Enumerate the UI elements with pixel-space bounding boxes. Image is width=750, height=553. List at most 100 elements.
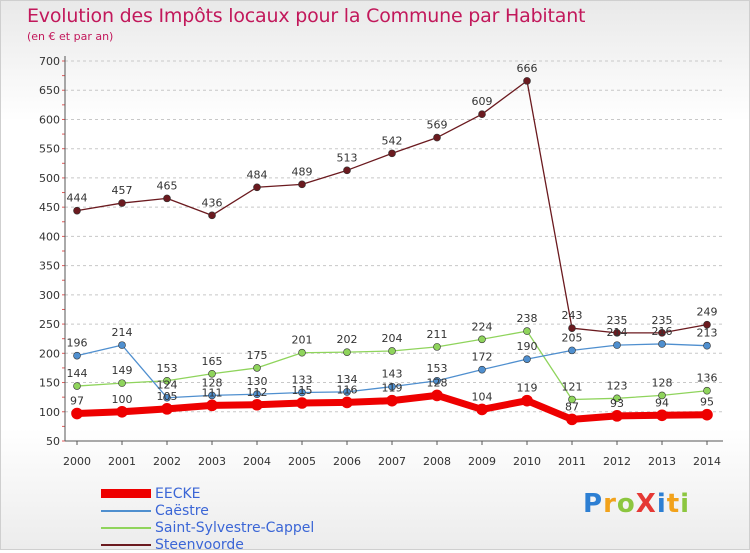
data-label-ca-stre: 213 [697,327,718,340]
data-label-eecke: 100 [112,393,133,406]
data-point-ca-stre [568,346,576,355]
data-point-steenvoorde [433,133,441,142]
data-point-ca-stre [253,390,261,399]
y-tick-label: 500 [39,172,60,185]
data-label-eecke: 95 [700,396,714,409]
x-tick-label: 2006 [333,455,361,468]
data-label-steenvoorde: 513 [337,151,358,164]
legend-label: Caëstre [155,502,209,519]
x-tick-label: 2012 [603,455,631,468]
data-label-ca-stre: 134 [337,373,358,386]
data-point-eecke [431,389,443,402]
data-label-saint-sylvestre-cappel: 136 [697,372,718,385]
data-point-eecke [701,408,713,421]
y-tick-label: 600 [39,113,60,126]
data-point-saint-sylvestre-cappel [613,394,621,403]
legend-swatch [101,509,151,512]
data-label-saint-sylvestre-cappel: 121 [562,380,583,393]
data-label-ca-stre: 190 [517,340,538,353]
logo-letter: t [666,489,681,519]
y-tick-label: 250 [39,318,60,331]
legend-swatch [101,526,151,529]
data-point-ca-stre [613,341,621,349]
data-point-eecke [251,398,263,411]
data-label-steenvoorde: 436 [202,196,223,209]
data-label-saint-sylvestre-cappel: 149 [112,364,133,377]
data-point-ca-stre [208,391,216,400]
data-label-eecke: 128 [427,376,448,389]
x-tick-label: 2000 [63,455,91,468]
data-point-steenvoorde [703,320,711,329]
data-point-saint-sylvestre-cappel [658,391,666,400]
data-point-steenvoorde [208,211,216,220]
data-point-saint-sylvestre-cappel [523,327,531,335]
data-label-steenvoorde: 444 [67,192,88,205]
y-tick-label: 400 [39,230,60,243]
data-point-eecke [611,410,623,422]
data-label-saint-sylvestre-cappel: 144 [67,367,88,380]
data-point-eecke [206,399,218,412]
data-label-steenvoorde: 666 [517,62,538,75]
data-label-steenvoorde: 569 [427,119,448,132]
x-tick-label: 2001 [108,455,136,468]
data-label-saint-sylvestre-cappel: 123 [607,379,628,392]
data-label-eecke: 115 [292,384,313,397]
data-label-saint-sylvestre-cappel: 165 [202,355,223,368]
data-point-ca-stre [658,340,666,348]
data-point-steenvoorde [118,199,126,207]
data-label-saint-sylvestre-cappel: 201 [292,334,313,347]
data-point-ca-stre [343,388,351,396]
data-label-steenvoorde: 489 [292,165,313,178]
data-point-steenvoorde [613,329,621,337]
data-point-steenvoorde [73,206,81,215]
data-point-saint-sylvestre-cappel [478,335,486,344]
data-point-ca-stre [298,388,306,397]
data-label-ca-stre: 130 [247,375,268,388]
data-label-steenvoorde: 235 [607,314,628,327]
axes: 50 100 150 200 250 300 350 400 450 500 550 600 650 70… [39,55,723,468]
logo-letter: i [656,489,667,519]
y-tick-label: 650 [39,84,60,97]
data-point-saint-sylvestre-cappel [298,348,306,357]
data-label-steenvoorde: 243 [562,309,583,322]
data-label-steenvoorde: 249 [697,306,718,319]
y-tick-label: 100 [39,406,60,419]
data-point-saint-sylvestre-cappel [388,347,396,355]
legend-item-steenvoorde: Steenvoorde [101,536,314,553]
data-label-eecke: 119 [517,382,538,395]
data-label-saint-sylvestre-cappel: 238 [517,312,538,325]
data-point-ca-stre [163,393,171,402]
legend-label: Steenvoorde [155,536,244,553]
data-label-ca-stre: 124 [157,379,178,392]
data-point-steenvoorde [658,329,666,337]
x-tick-label: 2009 [468,455,496,468]
legend-swatch [101,543,151,546]
data-label-saint-sylvestre-cappel: 224 [472,320,493,333]
x-tick-label: 2010 [513,455,541,468]
data-label-steenvoorde: 484 [247,168,268,181]
data-point-steenvoorde [163,194,171,203]
data-point-saint-sylvestre-cappel [118,379,126,387]
data-label-eecke: 104 [472,390,493,403]
legend-item-saint-sylvestre-cappel: Saint-Sylvestre-Cappel [101,519,314,536]
data-point-eecke [116,405,128,418]
data-point-eecke [521,394,533,407]
chart-subtitle: (en € et par an) [27,30,114,43]
legend-item-ca-stre: Caëstre [101,502,314,519]
y-tick-label: 150 [39,377,60,390]
chart-title: Evolution des Impôts locaux pour la Comm… [27,5,586,27]
data-label-ca-stre: 214 [607,326,628,339]
logo-letter: r [603,489,617,519]
data-point-ca-stre [388,382,396,391]
data-point-saint-sylvestre-cappel [163,376,171,385]
data-label-ca-stre: 153 [427,362,448,375]
data-label-eecke: 116 [337,383,358,396]
x-tick-label: 2007 [378,455,406,468]
legend-label: EECKE [155,485,201,502]
data-point-eecke [476,403,488,416]
y-tick-label: 200 [39,347,60,360]
x-tick-label: 2013 [648,455,676,468]
data-label-saint-sylvestre-cappel: 175 [247,349,268,362]
data-label-saint-sylvestre-cappel: 211 [427,328,448,341]
